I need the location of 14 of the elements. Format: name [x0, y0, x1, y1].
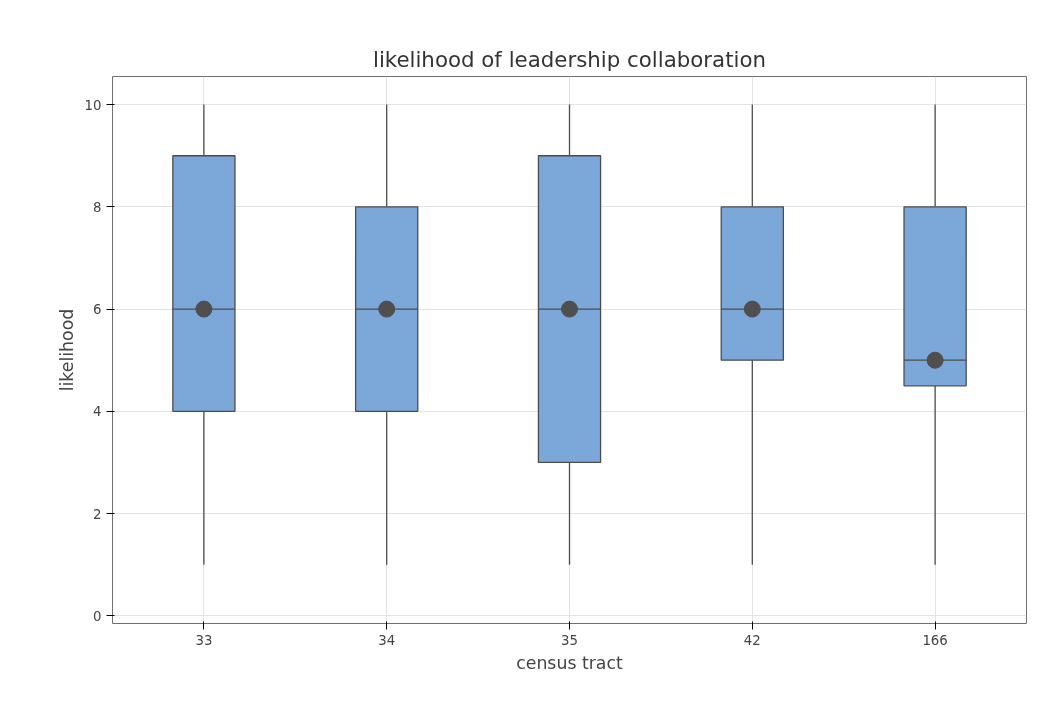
y-tick-label: 0 — [93, 608, 102, 624]
x-tick-label: 166 — [922, 632, 948, 648]
chart-title: likelihood of leadership collaboration — [372, 46, 767, 72]
y-tick-label: 2 — [93, 506, 102, 522]
x-tick-label: 42 — [743, 632, 761, 648]
y-tick-label: 8 — [93, 199, 102, 215]
y-tick-label: 6 — [93, 302, 102, 318]
x-tick-label: 35 — [561, 632, 578, 648]
x-tick-label: 33 — [195, 632, 213, 648]
x-axis-title: census tract — [516, 652, 623, 673]
y-tick-label: 10 — [84, 97, 102, 113]
y-axis-title: likelihood — [56, 308, 77, 392]
x-tick-label: 34 — [378, 632, 396, 648]
y-tick-label: 4 — [93, 404, 102, 420]
